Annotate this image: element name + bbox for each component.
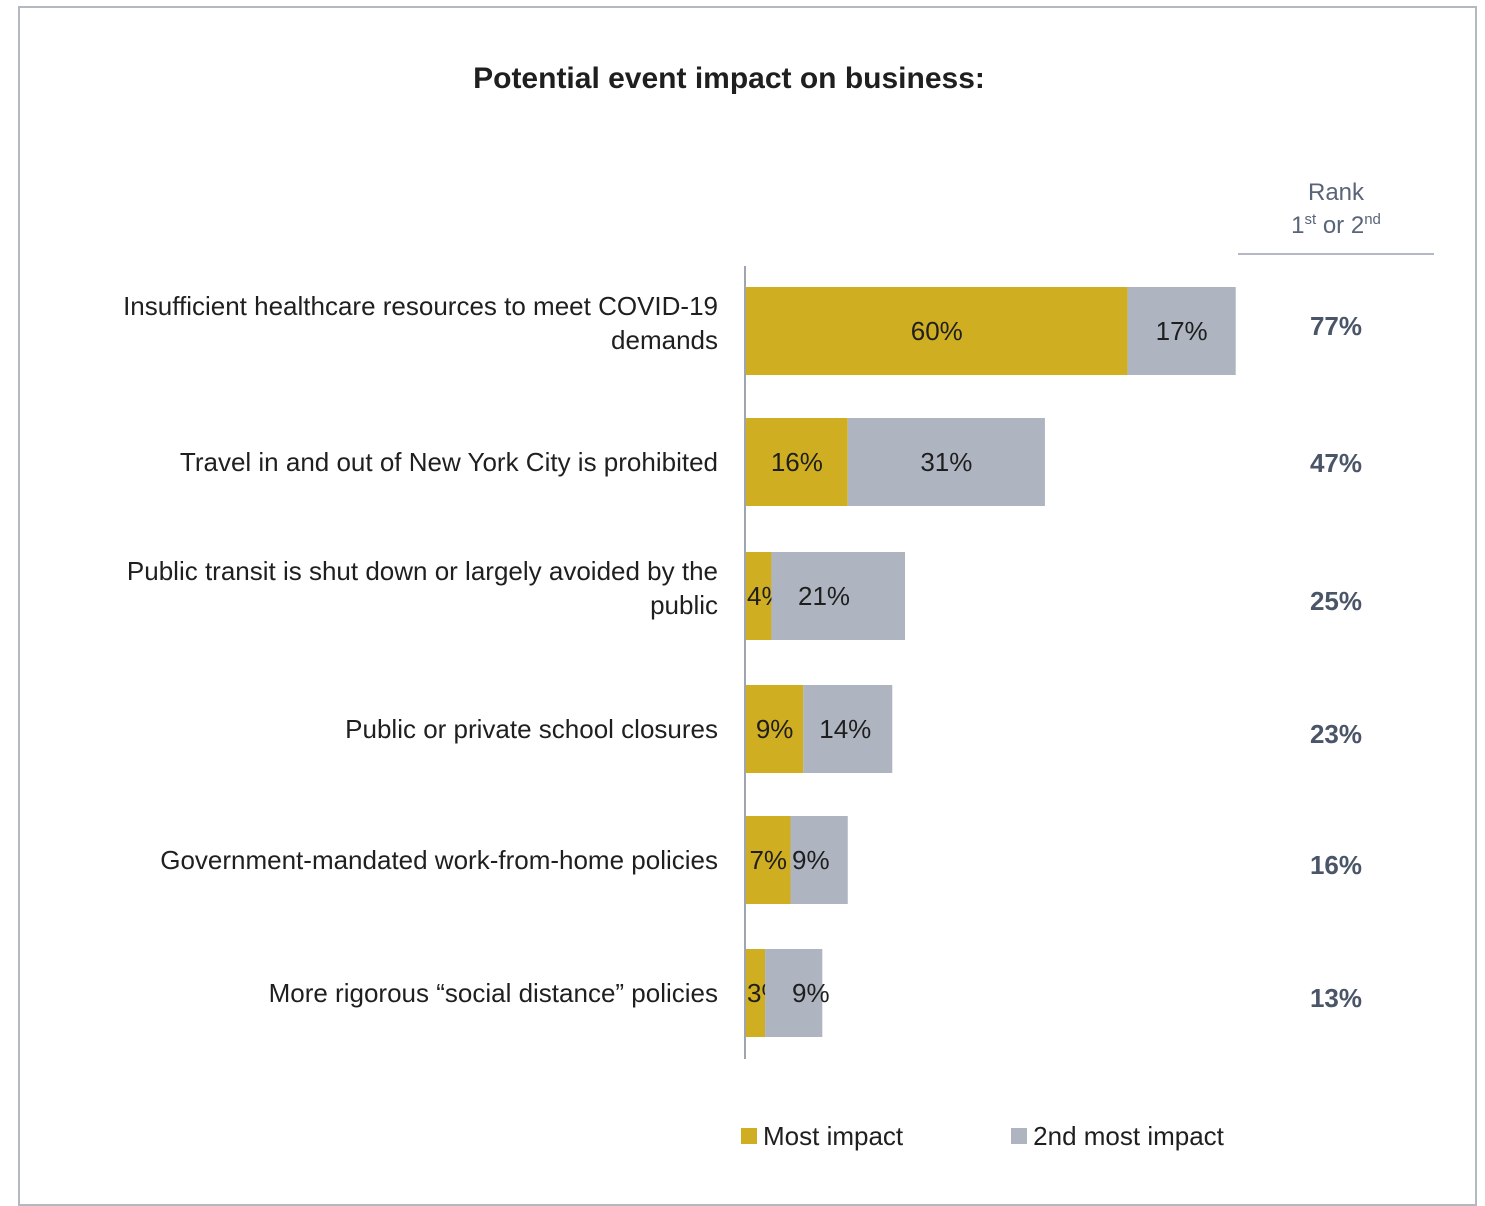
category-label: Public or private school closures <box>345 714 718 744</box>
chart-title: Potential event impact on business: <box>473 62 985 95</box>
data-label-second-most-impact: 17% <box>1156 316 1208 346</box>
bar-segment-most-impact <box>746 949 766 1037</box>
category-label: More rigorous “social distance” policies <box>269 978 718 1008</box>
bar-segment-second-most-impact <box>771 552 905 640</box>
category-label: demands <box>611 325 718 355</box>
bar-segment-second-most-impact <box>765 949 823 1037</box>
rank-column-header: Rank 1st or 2nd <box>1238 176 1434 242</box>
data-label-most-impact: 60% <box>911 316 963 346</box>
bar-segment-second-most-impact <box>803 685 893 773</box>
rank-header-line2: 1st or 2nd <box>1238 209 1434 242</box>
category-label: Government-mandated work-from-home polic… <box>160 845 718 875</box>
bar-segment-most-impact <box>746 552 772 640</box>
rank-header-line1: Rank <box>1307 179 1365 206</box>
category-label: public <box>650 590 718 620</box>
legend: Most impact 2nd most impact <box>741 1118 1332 1154</box>
data-label-second-most-impact: 9% <box>792 978 830 1008</box>
data-label-second-most-impact: 31% <box>920 447 972 477</box>
bar-segment-most-impact <box>746 816 791 904</box>
bar-segment-second-most-impact <box>847 418 1045 506</box>
data-label-second-most-impact: 14% <box>819 714 871 744</box>
bar-segment-most-impact <box>746 418 848 506</box>
legend-item-second-most-impact: 2nd most impact <box>1011 1121 1224 1152</box>
data-label-second-most-impact: 9% <box>792 845 830 875</box>
rank-total-value: 77% <box>1310 311 1362 341</box>
rank-header-rule <box>1238 253 1434 255</box>
rank-total-value: 13% <box>1310 983 1362 1013</box>
bar-segment-most-impact <box>746 287 1128 375</box>
rank-header-first: 1 <box>1291 212 1305 239</box>
data-label-most-impact: 16% <box>771 447 823 477</box>
bar-segment-second-most-impact <box>1127 287 1236 375</box>
rank-total-value: 25% <box>1310 586 1362 616</box>
data-label-most-impact: 9% <box>756 714 794 744</box>
data-label-second-most-impact: 21% <box>798 581 850 611</box>
rank-header-first-sup: st <box>1304 211 1317 228</box>
legend-label-second-most-impact: 2nd most impact <box>1033 1120 1224 1151</box>
bar-segment-most-impact <box>746 685 804 773</box>
category-label: Travel in and out of New York City is pr… <box>180 447 718 477</box>
rank-total-value: 23% <box>1310 719 1362 749</box>
rank-header-second-sup: nd <box>1364 211 1381 228</box>
rank-total-value: 47% <box>1310 448 1362 478</box>
rank-total-value: 16% <box>1310 850 1362 880</box>
category-label: Insufficient healthcare resources to mee… <box>123 291 718 321</box>
data-label-most-impact: 7% <box>749 845 787 875</box>
bar-segment-second-most-impact <box>790 816 848 904</box>
legend-swatch-most-impact <box>741 1128 757 1144</box>
category-label: Public transit is shut down or largely a… <box>127 556 718 586</box>
legend-swatch-second-most-impact <box>1011 1128 1028 1144</box>
rank-header-middle: or 2 <box>1316 212 1365 239</box>
legend-label-most-impact: Most impact <box>763 1120 904 1151</box>
legend-item-most-impact: Most impact <box>741 1121 903 1152</box>
